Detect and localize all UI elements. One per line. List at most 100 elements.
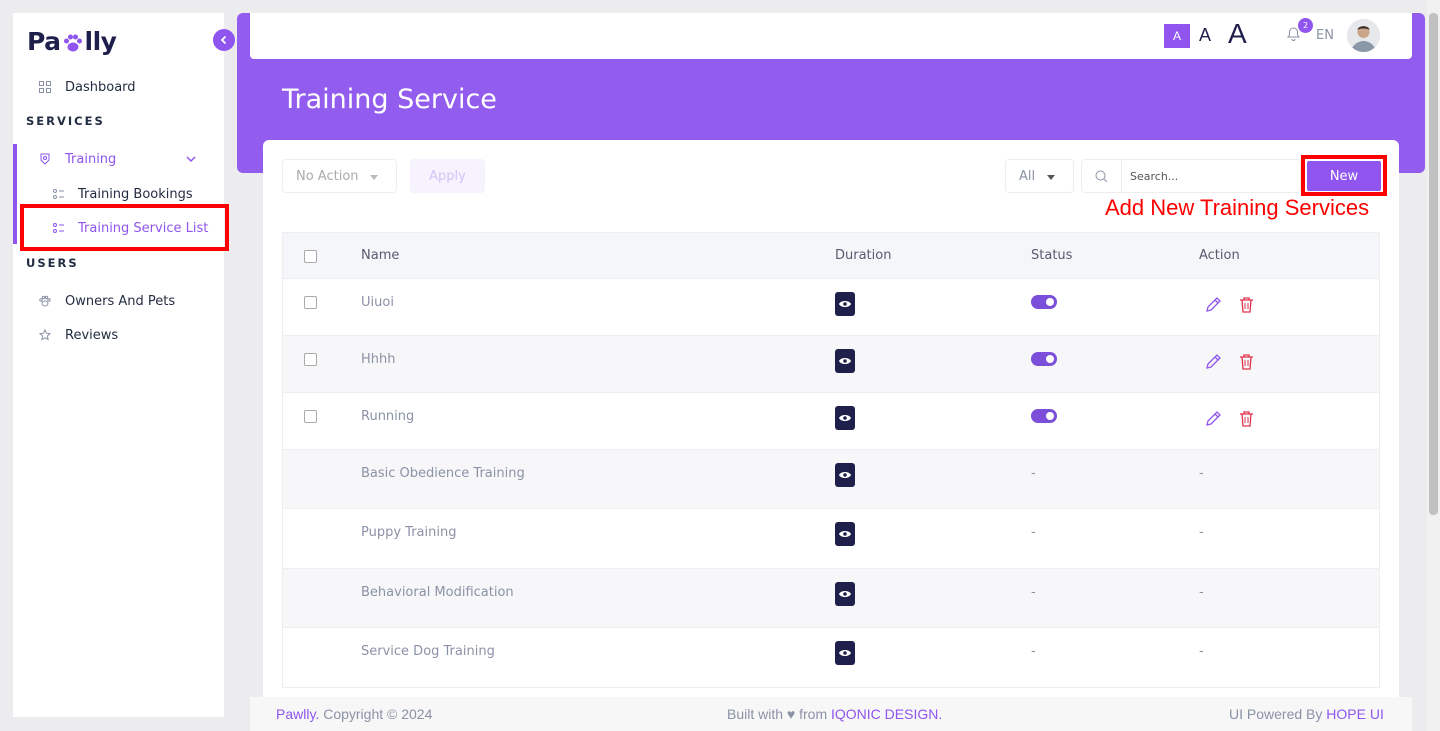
row-checkbox[interactable]: [304, 410, 317, 423]
avatar[interactable]: [1347, 19, 1380, 52]
row-name: Basic Obedience Training: [361, 466, 525, 481]
footer-copyright: Pawlly. Copyright © 2024: [276, 706, 432, 722]
sidebar: Pa lly Dashboard SERVICES Training Train…: [13, 13, 224, 717]
highlight-box-sidebar: [20, 204, 229, 251]
bulk-action-select[interactable]: No Action: [282, 159, 397, 193]
row-checkbox[interactable]: [304, 353, 317, 366]
edit-icon[interactable]: [1205, 296, 1222, 313]
sidebar-item-training-bookings[interactable]: Training Bookings: [13, 180, 224, 208]
trash-icon[interactable]: [1239, 353, 1254, 370]
view-duration-button[interactable]: [835, 641, 855, 665]
view-duration-button[interactable]: [835, 582, 855, 606]
brand-logo[interactable]: Pa lly: [27, 27, 117, 56]
row-name: Running: [361, 409, 415, 424]
status-toggle[interactable]: [1031, 295, 1057, 309]
top-navbar: [250, 13, 1412, 59]
header-action: Action: [1199, 248, 1240, 263]
filter-value: All: [1019, 168, 1036, 184]
view-duration-button[interactable]: [835, 349, 855, 373]
filter-select[interactable]: All: [1005, 159, 1074, 193]
eye-icon: [839, 591, 851, 597]
caret-down-icon: [370, 175, 378, 180]
language-selector[interactable]: EN: [1316, 28, 1334, 43]
grid-icon: [39, 81, 51, 93]
row-action: -: [1199, 466, 1204, 481]
edit-icon[interactable]: [1205, 353, 1222, 370]
view-duration-button[interactable]: [835, 463, 855, 487]
sidebar-item-dashboard[interactable]: Dashboard: [13, 72, 224, 102]
sidebar-item-training[interactable]: Training: [13, 144, 224, 174]
footer-powered-text: UI Powered By: [1229, 706, 1327, 722]
footer-built-text: Built with ♥ from: [727, 706, 832, 722]
brand-name-right: lly: [84, 27, 117, 56]
status-toggle[interactable]: [1031, 352, 1057, 366]
row-name: Behavioral Modification: [361, 585, 514, 600]
sidebar-item-label: Reviews: [65, 327, 119, 343]
row-status: -: [1031, 585, 1036, 600]
badge-icon: [40, 153, 50, 165]
row-action: -: [1199, 585, 1204, 600]
star-icon: [39, 329, 51, 341]
trash-icon[interactable]: [1239, 410, 1254, 427]
font-size-large-button[interactable]: A: [1228, 18, 1247, 49]
select-all-checkbox[interactable]: [304, 250, 317, 263]
new-button[interactable]: New: [1307, 161, 1381, 191]
sidebar-item-reviews[interactable]: Reviews: [13, 320, 224, 350]
sidebar-item-label: Training Service List: [78, 220, 209, 236]
row-name: Puppy Training: [361, 525, 457, 540]
view-duration-button[interactable]: [835, 292, 855, 316]
list-icon: [53, 223, 64, 233]
brand-name-left: Pa: [27, 27, 61, 56]
eye-icon: [839, 358, 851, 364]
row-name: Hhhh: [361, 352, 396, 367]
row-checkbox[interactable]: [304, 296, 317, 309]
table-row: Basic Obedience Training - -: [282, 450, 1380, 509]
footer-copyright-text: Copyright © 2024: [319, 706, 433, 722]
table-row: Hhhh: [282, 336, 1380, 393]
status-toggle[interactable]: [1031, 409, 1057, 423]
search-box[interactable]: Search...: [1081, 159, 1301, 193]
footer-hopeui-link[interactable]: HOPE UI: [1326, 706, 1384, 722]
sidebar-item-label: Dashboard: [65, 79, 136, 95]
view-duration-button[interactable]: [835, 406, 855, 430]
search-input[interactable]: Search...: [1130, 169, 1179, 183]
sidebar-item-owners-and-pets[interactable]: Owners And Pets: [13, 286, 224, 316]
font-size-small-button[interactable]: A: [1164, 24, 1190, 48]
view-duration-button[interactable]: [835, 522, 855, 546]
header-duration: Duration: [835, 248, 892, 263]
paw-icon: [62, 31, 84, 53]
caret-down-icon: [1047, 175, 1055, 180]
eye-icon: [839, 472, 851, 478]
sidebar-item-training-service-list[interactable]: Training Service List: [13, 214, 224, 242]
trash-icon[interactable]: [1239, 296, 1254, 313]
annotation-label: Add New Training Services: [1105, 195, 1370, 220]
active-indicator: [13, 144, 17, 244]
footer-built-with: Built with ♥ from IQONIC DESIGN.: [727, 706, 942, 722]
eye-icon: [839, 531, 851, 537]
font-size-medium-button[interactable]: A: [1199, 25, 1212, 45]
footer-powered-by: UI Powered By HOPE UI: [1229, 706, 1384, 722]
eye-icon: [839, 650, 851, 656]
scrollbar-thumb[interactable]: [1429, 13, 1438, 515]
row-action: -: [1199, 525, 1204, 540]
header-status: Status: [1031, 248, 1073, 263]
chevron-down-icon: [186, 156, 196, 163]
table-row: Running: [282, 393, 1380, 450]
eye-icon: [839, 415, 851, 421]
footer-iqonic-link[interactable]: IQONIC DESIGN.: [831, 706, 943, 722]
sidebar-item-label: Training: [65, 151, 117, 167]
chevron-left-icon: [220, 35, 227, 45]
row-status: -: [1031, 466, 1036, 481]
page-scrollbar[interactable]: [1427, 0, 1440, 731]
sidebar-item-label: Owners And Pets: [65, 293, 176, 309]
table-row: Uiuoi: [282, 279, 1380, 336]
edit-icon[interactable]: [1205, 410, 1222, 427]
sidebar-collapse-button[interactable]: [213, 29, 235, 51]
footer-brand-link[interactable]: Pawlly.: [276, 706, 320, 722]
page-title: Training Service: [282, 84, 497, 115]
bell-icon[interactable]: [1287, 27, 1300, 41]
search-icon-wrapper: [1082, 160, 1122, 192]
apply-button[interactable]: Apply: [410, 159, 485, 193]
row-status: -: [1031, 644, 1036, 659]
header-name: Name: [361, 248, 400, 263]
